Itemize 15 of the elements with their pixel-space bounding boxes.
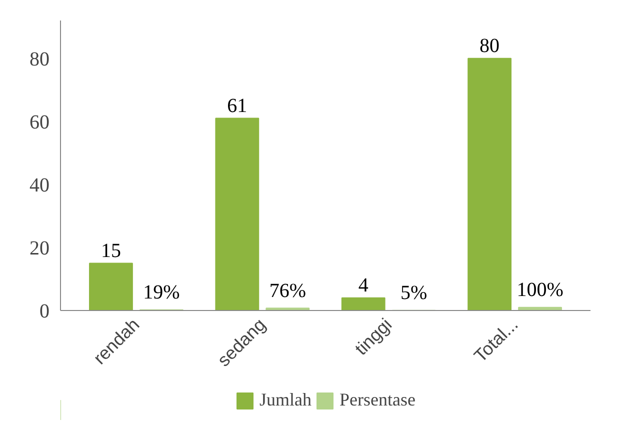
y-tick-label: 0 — [40, 300, 50, 322]
data-label: 19% — [143, 282, 180, 304]
data-label: 5% — [400, 282, 428, 304]
legend-label: Persentase — [340, 390, 416, 410]
y-tick-label: 80 — [30, 48, 50, 70]
y-tick-label: 60 — [30, 111, 50, 134]
data-label: 80 — [480, 35, 500, 58]
data-label: 100% — [516, 279, 564, 302]
y-tick-label: 20 — [30, 237, 50, 260]
y-tick-label: 40 — [30, 174, 50, 196]
data-label: 4 — [358, 274, 368, 297]
data-label: 76% — [269, 280, 306, 302]
legend-label: Jumlah — [260, 390, 312, 410]
data-label: 15 — [100, 240, 121, 262]
data-label: 61 — [227, 94, 248, 117]
